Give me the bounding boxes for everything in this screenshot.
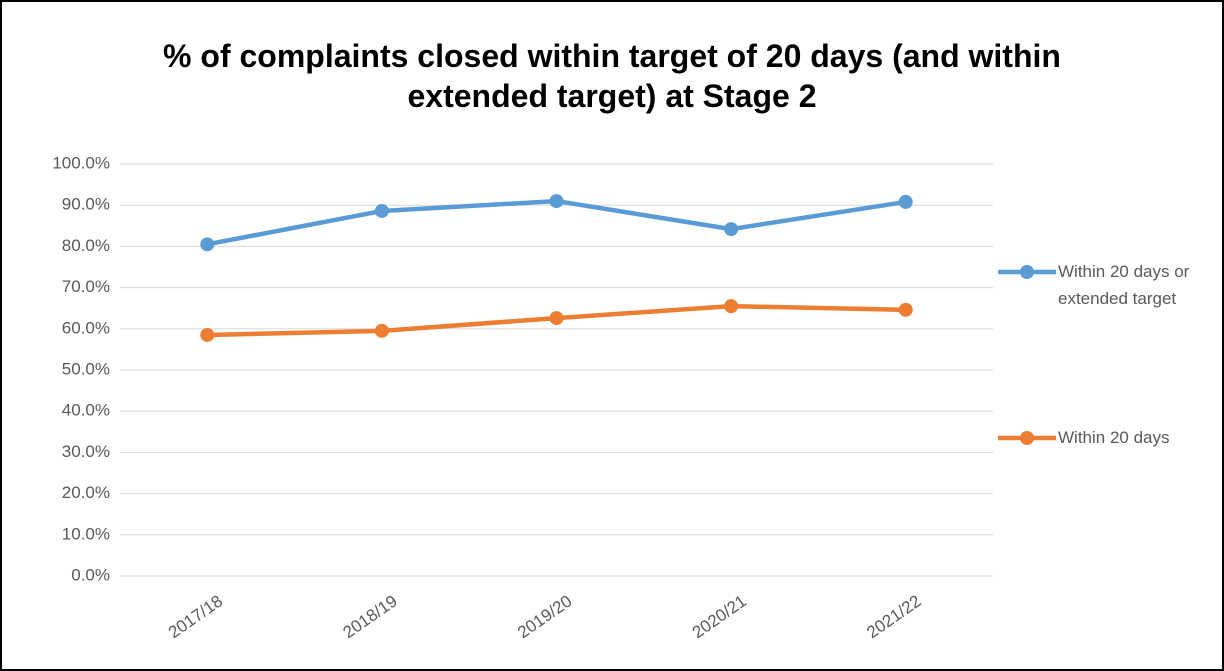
data-point [549,311,564,326]
data-point [200,327,215,342]
chart-title: % of complaints closed within target of … [163,38,1061,114]
y-tick-label: 0.0% [71,565,110,584]
x-tick-label: 2020/21 [689,591,750,642]
data-point [898,194,913,209]
y-tick-label: 10.0% [62,524,110,543]
y-tick-label: 50.0% [62,359,110,378]
data-point [724,222,739,237]
legend-label: Within 20 days or extended target [1058,262,1190,308]
y-tick-label: 20.0% [62,483,110,502]
y-tick-label: 100.0% [52,153,110,172]
data-point [374,203,389,218]
y-tick-label: 30.0% [62,442,110,461]
data-point [898,302,913,317]
x-tick-label: 2017/18 [165,591,226,642]
legend-marker [1020,265,1034,279]
y-tick-label: 40.0% [62,401,110,420]
legend-label: Within 20 days [1058,428,1170,447]
data-point [374,323,389,338]
data-point [549,194,564,209]
data-point [724,299,739,314]
y-tick-label: 80.0% [62,236,110,255]
data-point [200,237,215,252]
x-tick-label: 2018/19 [340,591,401,642]
y-tick-label: 60.0% [62,318,110,337]
y-tick-label: 90.0% [62,195,110,214]
x-tick-label: 2021/22 [863,591,924,642]
x-tick-label: 2019/20 [514,591,575,642]
y-tick-label: 70.0% [62,277,110,296]
legend-marker [1020,431,1034,445]
